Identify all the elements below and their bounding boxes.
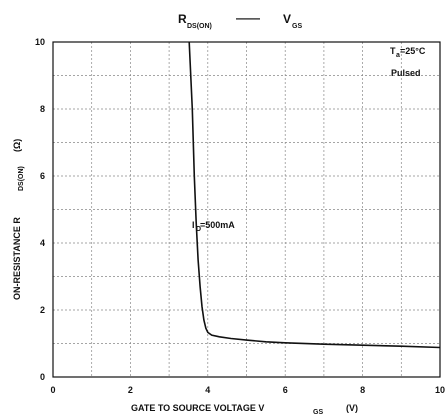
condition-temp-t: T	[390, 46, 396, 56]
x-axis-label-subscript: GS	[313, 409, 323, 416]
chart-title-v-subscript: GS	[292, 23, 302, 30]
grid	[53, 42, 440, 377]
series-label-id: I	[192, 220, 195, 230]
y-axis-label-group: ON-RESISTANCE R DS(ON) (Ω)	[12, 139, 25, 300]
x-tick-label: 0	[50, 385, 55, 395]
y-axis-unit: (Ω)	[12, 139, 22, 152]
y-tick-label: 10	[35, 37, 45, 47]
plot-frame	[52, 41, 441, 378]
chart-title-v: V	[283, 12, 291, 26]
x-tick-label: 4	[205, 385, 210, 395]
chart-title-r: R	[178, 12, 187, 26]
x-tick-labels: 0 2 4 6 8 10	[50, 385, 445, 395]
x-tick-label: 2	[128, 385, 133, 395]
condition-mode: Pulsed	[391, 68, 421, 78]
x-tick-label: 8	[360, 385, 365, 395]
y-tick-label: 8	[40, 104, 45, 114]
condition-temp-subscript: a	[396, 52, 400, 59]
series-line-rds-vs-vgs	[188, 41, 441, 349]
x-tick-label: 6	[283, 385, 288, 395]
y-tick-label: 6	[40, 171, 45, 181]
series-label-id-subscript: D	[196, 226, 201, 233]
y-axis-label-subscript: DS(ON)	[18, 166, 25, 191]
y-tick-label: 4	[40, 238, 45, 248]
condition-temp-value: =25°C	[400, 46, 426, 56]
y-tick-label: 0	[40, 372, 45, 382]
chart-title-r-subscript: DS(ON)	[187, 23, 212, 30]
x-axis-label: GATE TO SOURCE VOLTAGE V	[131, 403, 264, 413]
x-tick-label: 10	[435, 385, 445, 395]
y-axis-label: ON-RESISTANCE R	[12, 217, 22, 300]
series-label-id-value: =500mA	[200, 220, 235, 230]
y-tick-labels: 0 2 4 6 8 10	[35, 37, 45, 382]
x-axis-unit: (V)	[346, 403, 358, 413]
y-tick-label: 2	[40, 305, 45, 315]
chart-title-separator: ——	[236, 11, 260, 25]
